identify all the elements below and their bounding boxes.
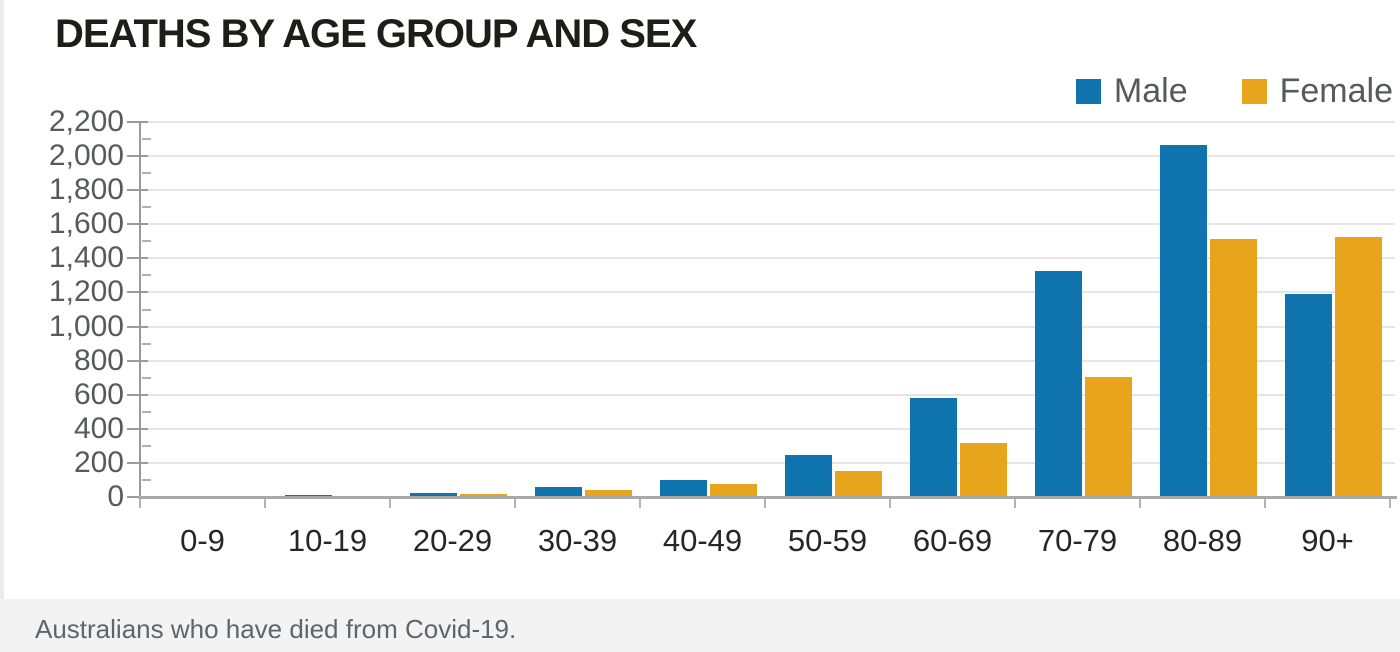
bar-female-60-69	[960, 443, 1007, 496]
y-major-tick-1,200	[127, 291, 148, 294]
y-major-tick-2,000	[127, 155, 148, 158]
x-boundary-tick	[764, 499, 766, 508]
y-tick-label: 1,800	[48, 173, 124, 207]
y-minor-tick	[142, 138, 151, 141]
y-major-tick-1,600	[127, 223, 148, 226]
x-axis-label-30-39: 30-39	[537, 523, 618, 558]
gridline-1,800	[140, 189, 1395, 192]
gridline-400	[140, 427, 1395, 430]
y-tick-label: 800	[73, 343, 124, 377]
x-axis-label-80-89: 80-89	[1162, 523, 1243, 558]
bar-male-60-69	[910, 398, 957, 496]
x-boundary-tick	[639, 499, 641, 508]
legend: Male Female	[1075, 72, 1393, 110]
x-axis-label-40-49: 40-49	[662, 523, 743, 558]
y-tick-label: 1,200	[48, 275, 124, 309]
y-minor-tick	[142, 444, 151, 447]
gridline-1,600	[140, 223, 1395, 226]
x-boundary-tick	[514, 499, 516, 508]
y-minor-tick	[142, 410, 151, 413]
gridline-1,400	[140, 257, 1395, 260]
legend-label-female: Female	[1279, 72, 1393, 110]
y-tick-label: 600	[73, 377, 124, 411]
chart-title: DEATHS BY AGE GROUP AND SEX	[55, 12, 697, 56]
bar-female-40-49	[710, 484, 757, 496]
x-axis-label-0-9: 0-9	[180, 523, 225, 558]
y-major-tick-400	[127, 427, 148, 430]
x-axis-label-20-29: 20-29	[412, 523, 493, 558]
gridline-1,200	[140, 291, 1395, 294]
gridline-200	[140, 461, 1395, 464]
x-axis-label-60-69: 60-69	[912, 523, 993, 558]
x-boundary-tick	[1139, 499, 1141, 508]
y-major-tick-600	[127, 393, 148, 396]
gridline-800	[140, 359, 1395, 362]
y-major-tick-1,800	[127, 189, 148, 192]
x-boundary-tick	[139, 499, 141, 508]
bar-female-90+	[1335, 237, 1382, 496]
bar-female-20-29	[460, 494, 507, 496]
x-axis-label-10-19: 10-19	[287, 523, 368, 558]
bar-male-80-89	[1160, 145, 1207, 496]
y-major-tick-2,200	[127, 121, 148, 123]
y-minor-tick	[142, 206, 151, 209]
plot-area: 0 200 400 600 800 1,000 1,200 1,400 1,600 1,800 2,…	[49, 105, 1397, 558]
y-tick-label: 1,600	[48, 207, 124, 241]
x-boundary-tick	[389, 499, 391, 508]
legend-label-male: Male	[1113, 72, 1188, 110]
bar-male-40-49	[660, 480, 707, 496]
x-boundary-tick	[1389, 499, 1391, 508]
y-minor-tick	[142, 274, 151, 277]
caption-text: Australians who have died from Covid-19.	[35, 614, 517, 644]
bar-female-70-79	[1085, 377, 1132, 496]
legend-item-male: Male	[1075, 72, 1188, 110]
gridline-2,200	[140, 121, 1395, 123]
bar-female-30-39	[585, 490, 632, 496]
y-minor-tick	[142, 308, 151, 311]
x-boundary-tick	[889, 499, 891, 508]
bar-male-50-59	[785, 455, 832, 496]
x-axis-label-70-79: 70-79	[1037, 523, 1118, 558]
x-axis-label-90+: 90+	[1301, 523, 1354, 558]
y-tick-label: 400	[73, 411, 124, 445]
y-major-tick-1,000	[127, 325, 148, 328]
y-axis-line	[139, 122, 141, 498]
y-tick-label: 2,000	[48, 139, 124, 173]
page-edge-strip	[0, 0, 4, 599]
bar-male-20-29	[410, 493, 457, 496]
y-minor-tick	[142, 342, 151, 345]
y-major-tick-0	[127, 496, 148, 498]
gridline-1,000	[140, 325, 1395, 328]
y-minor-tick	[142, 478, 151, 481]
x-axis-baseline	[138, 496, 1397, 499]
x-axis-label-50-59: 50-59	[787, 523, 868, 558]
y-major-tick-800	[127, 359, 148, 362]
y-minor-tick	[142, 240, 151, 243]
y-tick-label: 1,400	[48, 241, 124, 275]
bar-male-90+	[1285, 294, 1332, 496]
caption-strip: Australians who have died from Covid-19.	[0, 599, 1400, 652]
bar-female-50-59	[835, 471, 882, 496]
legend-item-female: Female	[1241, 72, 1393, 110]
gridline-2,000	[140, 155, 1395, 158]
x-boundary-tick	[1264, 499, 1266, 508]
gridline-600	[140, 393, 1395, 396]
y-minor-tick	[142, 376, 151, 379]
y-major-tick-200	[127, 461, 148, 464]
male-swatch-icon	[1075, 78, 1101, 104]
bar-female-80-89	[1210, 239, 1257, 496]
y-major-tick-1,400	[127, 257, 148, 260]
female-swatch-icon	[1241, 78, 1267, 104]
y-tick-label: 1,000	[48, 309, 124, 343]
bar-male-70-79	[1035, 271, 1082, 496]
y-minor-tick	[142, 172, 151, 175]
bar-male-10-19	[285, 495, 332, 496]
y-tick-label: 2,200	[48, 105, 124, 138]
x-boundary-tick	[264, 499, 266, 508]
bar-male-30-39	[535, 487, 582, 496]
y-tick-label: 0	[107, 480, 124, 513]
y-tick-label: 200	[73, 445, 124, 479]
x-boundary-tick	[1014, 499, 1016, 508]
